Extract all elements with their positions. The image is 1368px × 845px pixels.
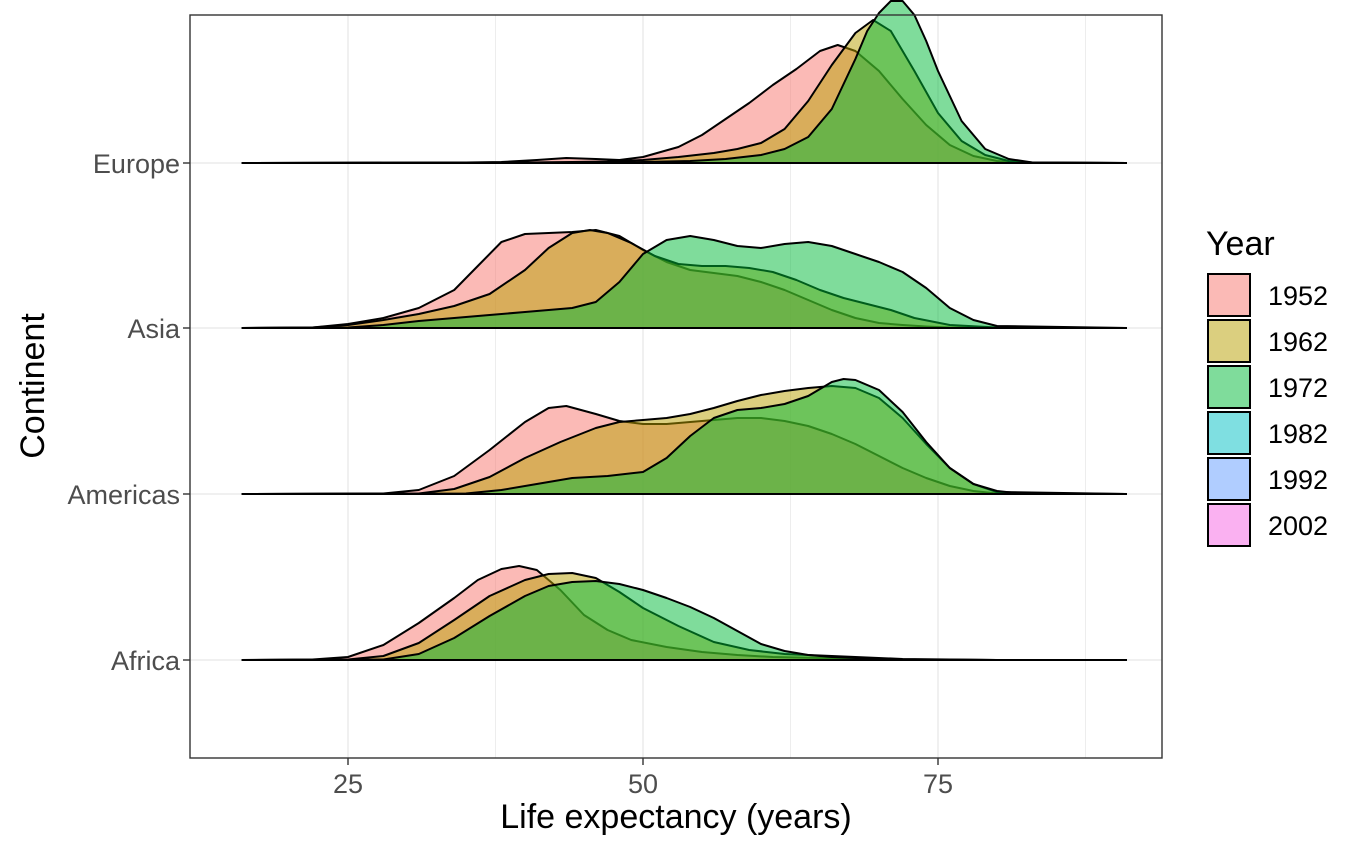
x-axis-title: Life expectancy (years) xyxy=(500,798,852,836)
y-axis-title: Continent xyxy=(14,313,52,459)
legend-key-1992 xyxy=(1207,457,1251,501)
ridge-fill-asia-1972 xyxy=(241,236,1127,328)
ridge-line-americas-1972 xyxy=(241,378,1127,495)
legend-label-1952: 1952 xyxy=(1268,281,1328,311)
legend-label-1962: 1962 xyxy=(1268,327,1328,357)
legend-key-1972 xyxy=(1207,365,1251,409)
legend-title: Year xyxy=(1206,225,1275,263)
x-tick-label: 25 xyxy=(333,769,363,799)
legend-label-1972: 1972 xyxy=(1268,373,1328,403)
y-tick-label: Americas xyxy=(67,480,180,510)
legend-label-2002: 2002 xyxy=(1268,511,1328,541)
ridge-fill-americas-1972 xyxy=(241,379,1127,494)
legend-key-1952 xyxy=(1207,273,1251,317)
axes: 25 50 75 Africa Americas Asia Europe xyxy=(67,149,953,799)
legend-key-1982 xyxy=(1207,411,1251,455)
y-tick-label: Europe xyxy=(93,149,180,179)
legend: 1952 1962 1972 1982 1992 2002 xyxy=(1207,273,1328,547)
ridge-fill-africa-1972 xyxy=(241,581,1127,660)
density-ridges xyxy=(241,0,1127,661)
legend-label-1992: 1992 xyxy=(1268,465,1328,495)
x-tick-label: 50 xyxy=(628,769,658,799)
ridge-line-europe-1972 xyxy=(241,0,1127,164)
y-tick-label: Asia xyxy=(127,314,181,344)
ridge-fill-europe-1972 xyxy=(241,1,1127,163)
x-tick-label: 75 xyxy=(923,769,953,799)
legend-key-1962 xyxy=(1207,319,1251,363)
legend-label-1982: 1982 xyxy=(1268,419,1328,449)
legend-key-2002 xyxy=(1207,503,1251,547)
ridge-line-africa-1972 xyxy=(241,580,1127,661)
plot-panel-border xyxy=(189,14,1163,759)
y-tick-label: Africa xyxy=(111,646,181,676)
ridge-line-asia-1972 xyxy=(241,235,1127,329)
